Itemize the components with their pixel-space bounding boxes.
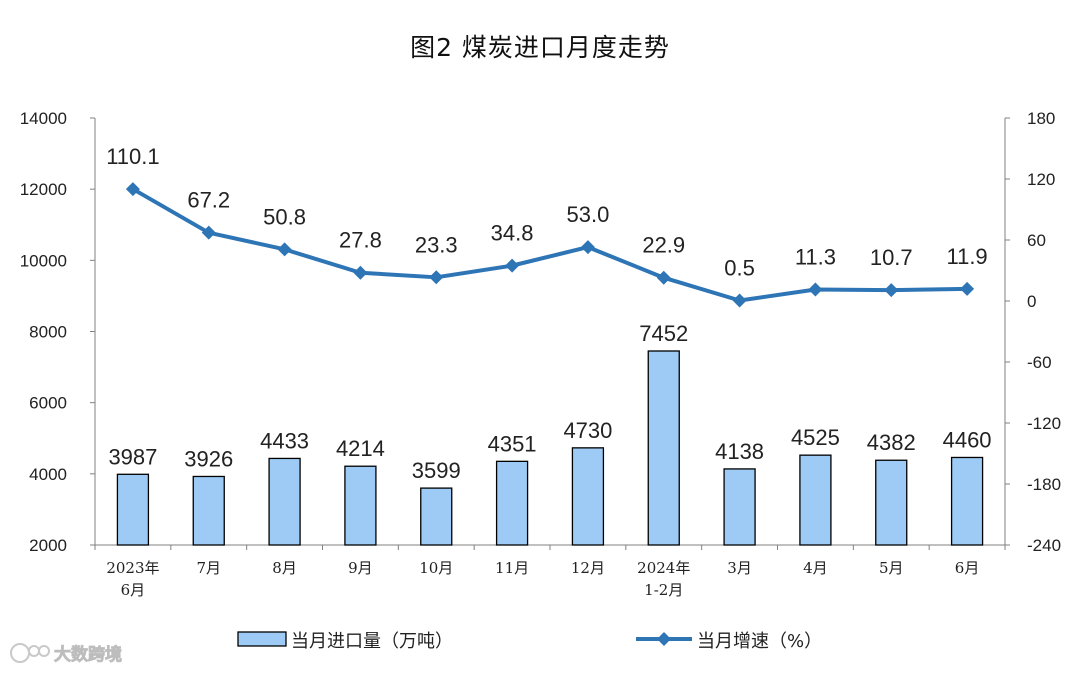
line-point <box>884 283 899 298</box>
line-value-label: 23.3 <box>415 232 458 257</box>
line-point <box>125 182 140 197</box>
left-tick-label: 10000 <box>20 251 67 270</box>
x-tick-label: 3月 <box>727 559 752 577</box>
x-tick-label: 10月 <box>419 559 453 577</box>
right-tick-label: -240 <box>1027 536 1061 555</box>
line-value-label: 27.8 <box>339 228 382 253</box>
legend-bar-label: 当月进口量（万吨） <box>291 631 453 652</box>
line-value-label: 11.3 <box>795 245 836 270</box>
line-point <box>580 240 595 255</box>
line-value-label: 0.5 <box>724 255 755 280</box>
line-value-label: 10.7 <box>870 245 913 270</box>
line-point <box>732 293 747 308</box>
bar-value-label: 4214 <box>336 436 385 461</box>
line-point <box>429 270 444 285</box>
x-tick-label: 4月 <box>803 559 828 577</box>
x-tick-label: 6月 <box>955 559 980 577</box>
legend-line-label: 当月增速（%） <box>697 631 822 652</box>
bar-value-label: 4525 <box>791 425 840 450</box>
bar <box>875 459 908 546</box>
data-labels: 3987 3926 4433 4214 3599 4351 4730 7452 4138 4525… <box>106 144 991 483</box>
x-tick-label: 12月 <box>571 559 605 577</box>
left-tick-label: 4000 <box>29 465 67 484</box>
right-tick-label: 180 <box>1027 109 1055 128</box>
line-value-label: 110.1 <box>106 144 159 169</box>
bar-value-label: 7452 <box>639 321 688 346</box>
watermark-text: 大数跨境 <box>54 644 122 665</box>
line-value-label: 11.9 <box>946 244 987 269</box>
left-tick-label: 6000 <box>29 394 67 413</box>
bar-value-label: 4351 <box>488 431 537 456</box>
line-point <box>277 242 292 257</box>
bar-value-label: 4433 <box>260 428 309 453</box>
x-tick-label: 11月 <box>495 559 529 577</box>
line-value-label: 34.8 <box>491 221 534 246</box>
axes: 2000 4000 6000 8000 10000 12000 14000 -240 -180 -… <box>20 109 1061 599</box>
bar-value-label: 3599 <box>412 458 461 483</box>
line-value-label: 53.0 <box>567 202 610 227</box>
line-value-label: 67.2 <box>187 188 230 213</box>
bar <box>723 468 756 546</box>
watermark: 大数跨境 <box>10 643 122 665</box>
x-tick-label: 5月 <box>879 559 904 577</box>
line-series <box>125 182 975 308</box>
line-point <box>808 282 823 297</box>
line-point <box>201 225 216 240</box>
bar-value-label: 3987 <box>108 444 157 469</box>
line-point <box>353 265 368 280</box>
bar <box>420 487 453 546</box>
line-value-label: 50.8 <box>263 204 306 229</box>
bar <box>268 457 301 546</box>
right-tick-label: -120 <box>1027 414 1061 433</box>
bar <box>647 350 680 546</box>
bar <box>571 447 605 546</box>
bar-value-label: 4460 <box>943 427 992 452</box>
bar <box>950 456 984 546</box>
x-tick-label: 9月 <box>348 559 373 577</box>
x-tick-label: 1-2月 <box>644 581 683 599</box>
x-tick-label: 8月 <box>272 559 297 577</box>
legend: 当月进口量（万吨） 当月增速（%） <box>237 631 822 652</box>
bar <box>192 475 225 546</box>
left-tick-label: 14000 <box>20 109 67 128</box>
bar-value-label: 4138 <box>715 439 764 464</box>
line-point <box>505 258 520 273</box>
line-point <box>960 281 975 296</box>
bar <box>495 460 529 546</box>
right-tick-label: -60 <box>1027 353 1052 372</box>
legend-bar-swatch <box>237 631 287 647</box>
bar <box>116 473 150 546</box>
bar <box>344 465 377 546</box>
left-tick-label: 12000 <box>20 180 67 199</box>
left-tick-label: 8000 <box>29 323 67 342</box>
line-point <box>656 270 671 285</box>
bar-value-label: 4730 <box>563 418 612 443</box>
bar <box>799 454 832 546</box>
right-tick-label: 120 <box>1027 170 1055 189</box>
right-tick-label: 0 <box>1027 292 1036 311</box>
right-tick-label: 60 <box>1027 231 1046 250</box>
bar-series <box>116 350 984 546</box>
right-tick-label: -180 <box>1027 475 1061 494</box>
bar-value-label: 4382 <box>867 430 916 455</box>
x-tick-label: 7月 <box>196 559 221 577</box>
chart-title: 图2 煤炭进口月度走势 <box>410 33 670 62</box>
line-path <box>131 187 968 303</box>
x-tick-label: 6月 <box>121 581 146 599</box>
x-tick-label: 2023年 <box>106 559 159 577</box>
bar-value-label: 3926 <box>184 446 233 471</box>
watermark-logo-icon <box>10 643 50 663</box>
x-tick-label: 2024年 <box>637 559 690 577</box>
line-value-label: 22.9 <box>642 233 685 258</box>
left-tick-label: 2000 <box>29 536 67 555</box>
legend-line-marker <box>657 632 671 646</box>
